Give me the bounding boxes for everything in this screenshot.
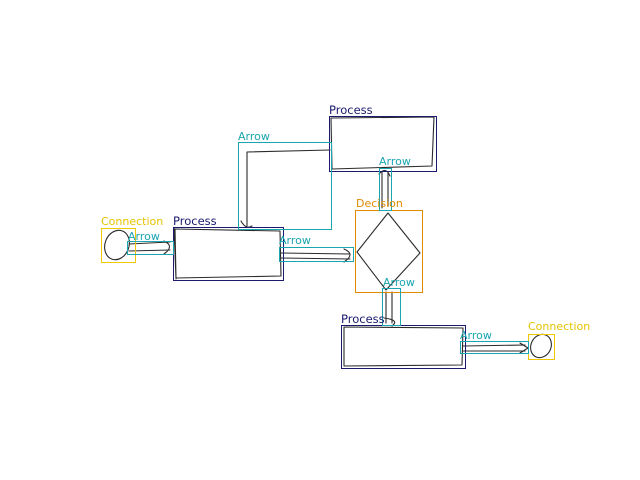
arrow-2-stroke <box>240 149 331 228</box>
arrow-6-box <box>460 341 529 354</box>
decision-shape <box>356 212 421 291</box>
connection-right-shape <box>530 333 552 359</box>
arrow-4-label: Arrow <box>379 155 411 168</box>
process-bottom-label: Process <box>341 312 385 326</box>
arrow-6-label: Arrow <box>460 329 492 342</box>
arrow-2-label: Arrow <box>238 130 270 143</box>
connection-left-box <box>101 228 136 263</box>
process-bottom-box <box>341 325 466 369</box>
arrow-4-stroke <box>378 169 391 209</box>
connection-left-shape <box>104 229 130 261</box>
process-left-label: Process <box>173 214 217 228</box>
arrow-4-box <box>379 168 392 211</box>
decision-label: Decision <box>356 197 403 210</box>
arrow-3-label: Arrow <box>279 234 311 247</box>
process-top-label: Process <box>329 103 373 117</box>
process-left-shape <box>173 227 282 280</box>
arrow-5-label: Arrow <box>383 276 415 289</box>
arrow-1-box <box>127 241 174 255</box>
arrow-3-stroke <box>280 248 351 263</box>
process-top-box <box>329 116 437 172</box>
arrow-5-box <box>382 288 401 326</box>
arrow-2-box <box>238 142 332 230</box>
connection-right-box <box>528 334 555 360</box>
process-left-box <box>173 227 284 281</box>
process-bottom-shape <box>343 326 464 367</box>
connection-right-label: Connection <box>528 320 591 333</box>
connection-left-label: Connection <box>101 215 164 228</box>
arrow-3-box <box>279 247 354 262</box>
arrow-1-label: Arrow <box>128 230 160 243</box>
